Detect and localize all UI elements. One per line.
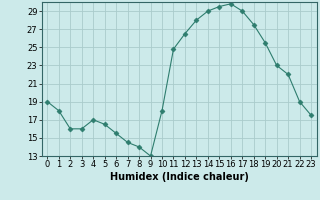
X-axis label: Humidex (Indice chaleur): Humidex (Indice chaleur) — [110, 172, 249, 182]
